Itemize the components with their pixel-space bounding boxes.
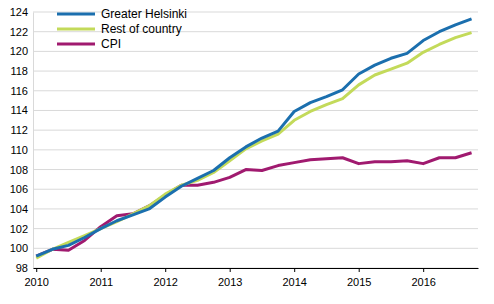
y-tick-label: 110 bbox=[10, 144, 28, 156]
grid-line bbox=[33, 130, 478, 131]
series-line bbox=[36, 19, 471, 256]
y-tick-label: 98 bbox=[16, 262, 28, 274]
x-tick-label: 2016 bbox=[411, 276, 435, 288]
series-line bbox=[36, 33, 471, 258]
grid-line bbox=[33, 90, 478, 91]
legend-entry: Greater Helsinki bbox=[57, 7, 187, 21]
x-tick-label: 2012 bbox=[153, 276, 177, 288]
x-tick: 2013 bbox=[218, 268, 242, 288]
x-tick: 2012 bbox=[153, 268, 177, 288]
x-tick: 2010 bbox=[24, 268, 48, 288]
legend-swatch bbox=[57, 43, 95, 46]
x-tick-label: 2015 bbox=[347, 276, 371, 288]
y-tick-label: 102 bbox=[10, 223, 28, 235]
y-tick: 118 bbox=[10, 65, 33, 77]
legend-swatch bbox=[57, 28, 95, 31]
legend-label: Rest of country bbox=[101, 22, 182, 36]
lines bbox=[36, 19, 471, 258]
y-tick-label: 100 bbox=[10, 242, 28, 254]
y-tick: 124 bbox=[10, 6, 33, 18]
grid bbox=[33, 12, 478, 268]
y-tick: 100 bbox=[10, 242, 33, 254]
x-tick-mark bbox=[36, 268, 37, 272]
y-tick: 108 bbox=[10, 164, 33, 176]
legend: Greater HelsinkiRest of countryCPI bbox=[57, 7, 187, 51]
grid-line bbox=[33, 110, 478, 111]
y-tick-label: 112 bbox=[10, 124, 28, 136]
chart: 98 100 102 104 106 108 110 112 114 116 118 120 122 12… bbox=[0, 0, 494, 304]
y-tick: 104 bbox=[10, 203, 33, 215]
grid-line bbox=[33, 149, 478, 150]
x-tick-mark bbox=[101, 268, 102, 272]
x-tick-mark bbox=[165, 268, 166, 272]
y-tick: 116 bbox=[10, 85, 33, 97]
y-tick-label: 124 bbox=[10, 6, 28, 18]
y-tick-label: 108 bbox=[10, 164, 28, 176]
grid-line bbox=[33, 71, 478, 72]
legend-swatch bbox=[57, 13, 95, 16]
legend-entry: CPI bbox=[57, 37, 121, 51]
series-line bbox=[36, 153, 471, 256]
legend-entry: Rest of country bbox=[57, 22, 182, 36]
x-tick: 2015 bbox=[347, 268, 371, 288]
y-tick: 120 bbox=[10, 45, 33, 57]
x-tick-mark bbox=[359, 268, 360, 272]
grid-line bbox=[33, 31, 478, 32]
y-tick-label: 122 bbox=[10, 26, 28, 38]
y-tick-label: 120 bbox=[10, 45, 28, 57]
y-axis: 98 100 102 104 106 108 110 112 114 116 118 120 122 12… bbox=[10, 6, 34, 274]
y-tick: 112 bbox=[10, 124, 33, 136]
x-tick-mark bbox=[423, 268, 424, 272]
y-tick-label: 118 bbox=[10, 65, 28, 77]
grid-line bbox=[33, 268, 478, 269]
y-tick: 122 bbox=[10, 26, 33, 38]
y-tick: 110 bbox=[10, 144, 33, 156]
x-tick: 2014 bbox=[282, 268, 306, 288]
x-axis: 2010 2011 2012 2013 2014 2015 2016 bbox=[24, 268, 478, 288]
x-tick-mark bbox=[230, 268, 231, 272]
x-tick-label: 2011 bbox=[89, 276, 113, 288]
y-tick-label: 104 bbox=[10, 203, 28, 215]
grid-line bbox=[33, 208, 478, 209]
y-tick: 98 bbox=[16, 262, 33, 274]
x-tick-label: 2013 bbox=[218, 276, 242, 288]
x-tick-label: 2014 bbox=[282, 276, 306, 288]
legend-label: Greater Helsinki bbox=[101, 7, 187, 21]
y-tick: 106 bbox=[10, 183, 33, 195]
y-tick: 114 bbox=[10, 104, 33, 116]
grid-line bbox=[33, 248, 478, 249]
x-tick-mark bbox=[294, 268, 295, 272]
grid-line bbox=[33, 189, 478, 190]
grid-line bbox=[33, 12, 478, 13]
x-tick-label: 2010 bbox=[24, 276, 48, 288]
legend-label: CPI bbox=[101, 37, 121, 51]
x-axis-line bbox=[34, 268, 479, 269]
y-axis-line bbox=[33, 13, 34, 269]
x-tick: 2016 bbox=[411, 268, 435, 288]
y-tick-label: 106 bbox=[10, 183, 28, 195]
y-tick: 102 bbox=[10, 223, 33, 235]
plot: 98 100 102 104 106 108 110 112 114 116 118 120 122 12… bbox=[10, 6, 479, 288]
y-tick-label: 114 bbox=[10, 104, 28, 116]
x-tick: 2011 bbox=[89, 268, 113, 288]
y-tick-label: 116 bbox=[10, 85, 28, 97]
